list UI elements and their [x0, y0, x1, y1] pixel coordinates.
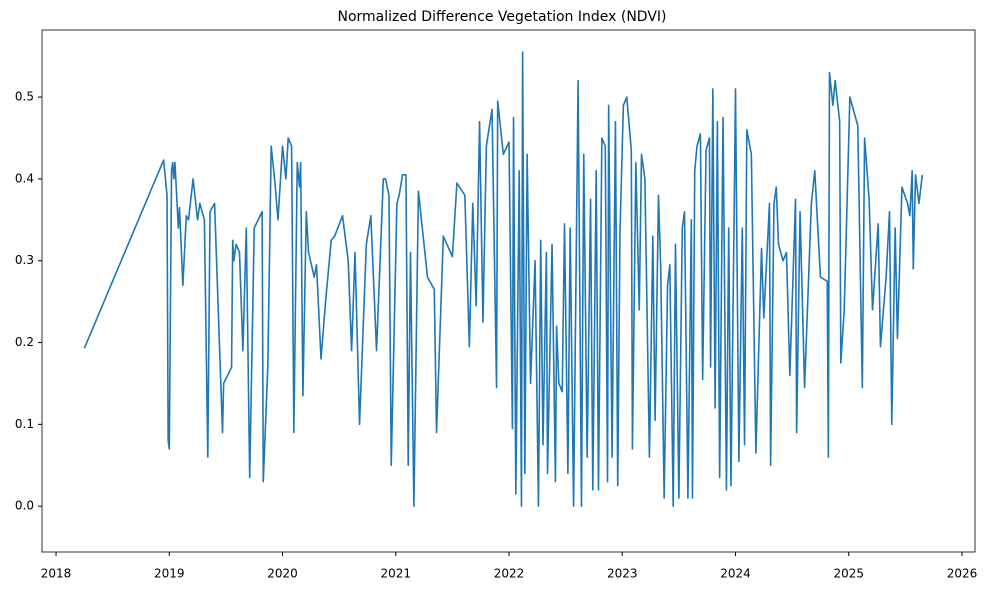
chart-title: Normalized Difference Vegetation Index (… [337, 9, 666, 25]
y-tick-label: 0.3 [15, 253, 34, 267]
y-tick-label: 0.1 [15, 417, 34, 431]
y-tick-label: 0.4 [15, 171, 34, 185]
x-tick-label: 2020 [267, 567, 298, 581]
y-tick-label: 0.2 [15, 335, 34, 349]
x-tick-label: 2023 [607, 567, 638, 581]
plot-frame [41, 29, 976, 553]
x-tick-label: 2022 [494, 567, 525, 581]
x-tick-label: 2024 [720, 567, 751, 581]
y-tick-label: 0.0 [15, 499, 34, 513]
x-tick-label: 2025 [833, 567, 864, 581]
x-tick-label: 2018 [41, 567, 72, 581]
x-tick-label: 2026 [947, 567, 978, 581]
line-series [83, 51, 924, 507]
x-tick-label: 2019 [154, 567, 185, 581]
x-tick-label: 2021 [380, 567, 411, 581]
y-tick-label: 0.5 [15, 90, 34, 104]
